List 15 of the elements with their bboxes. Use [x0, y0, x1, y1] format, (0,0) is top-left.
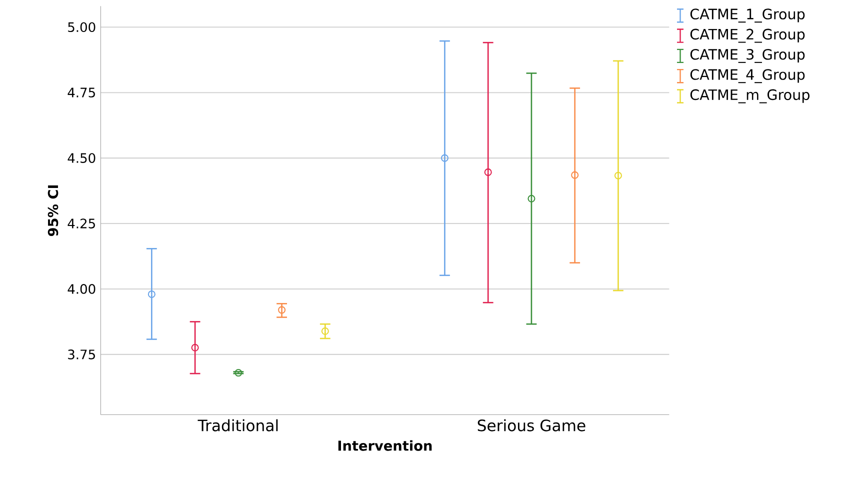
- x-axis-title: Intervention: [338, 440, 432, 451]
- legend-label: CATME_1_Group: [690, 8, 805, 23]
- legend-label: CATME_3_Group: [690, 48, 805, 63]
- y-axis-title: 95% CI: [48, 185, 58, 236]
- y-tick-label: 4.25: [68, 218, 95, 228]
- y-tick-label: 4.00: [68, 284, 96, 294]
- legend-label: CATME_2_Group: [690, 28, 805, 43]
- x-tick-label: Traditional: [198, 419, 278, 432]
- y-tick-label: 4.50: [68, 153, 96, 163]
- legend-label: CATME_4_Group: [690, 69, 805, 84]
- legend-label: CATME_m_Group: [690, 89, 810, 104]
- y-tick-label: 4.75: [68, 88, 95, 98]
- y-tick-label: 5.00: [68, 22, 96, 32]
- y-tick-label: 3.75: [68, 349, 95, 360]
- x-tick-label: Serious Game: [478, 419, 586, 432]
